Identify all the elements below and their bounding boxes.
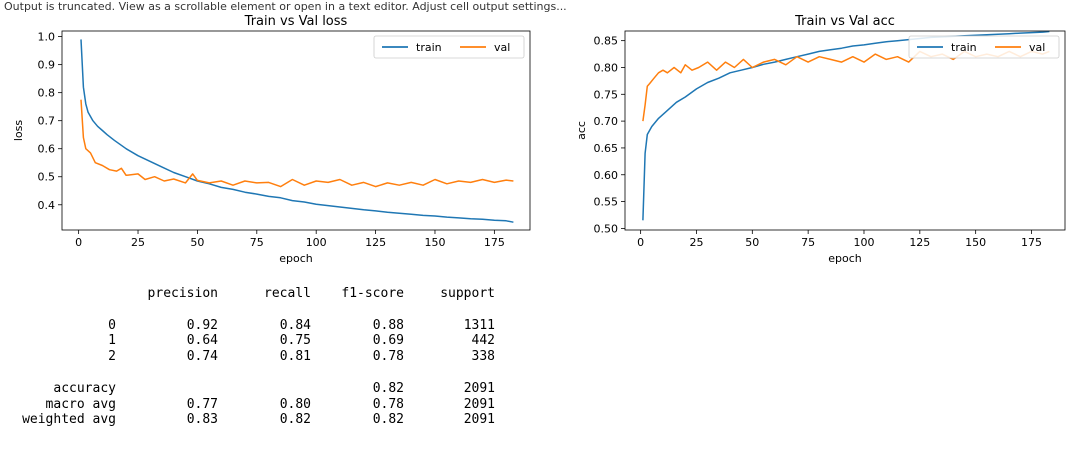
report-cell: 0.78 [372,396,404,412]
x-tick-label: 150 [424,236,445,249]
legend-label-train: train [416,41,442,54]
y-tick-label: 0.65 [594,142,619,155]
legend-label-val: val [1029,41,1045,54]
report-cell: 0.80 [279,396,311,412]
x-tick-label: 175 [484,236,505,249]
x-tick-label: 125 [909,236,930,249]
report-cell: 0.83 [186,412,218,428]
x-tick-label: 25 [689,236,703,249]
plot-frame [624,30,1066,231]
x-axis-label: epoch [279,252,313,265]
acc-chart: Train vs Val acc 0 25 50 75 100 125 150 175 0.50 0… [575,14,1066,265]
report-cell: 0.75 [279,333,311,349]
series-line-val [642,50,1050,122]
y-tick-label: 1.0 [38,31,56,44]
y-tick-label: 0.70 [594,115,619,128]
report-cell: 0.74 [186,349,218,365]
report-cell: 442 [471,333,495,349]
report-cell: recall [264,286,311,301]
legend-box [908,35,1060,59]
x-tick-label: 100 [853,236,874,249]
x-tick-label: 0 [637,236,644,249]
y-tick-label: 0.4 [38,199,56,212]
y-tick-label: 0.5 [38,171,56,184]
legend-box [373,35,525,59]
y-tick-label: 0.8 [38,87,56,100]
y-tick-label: 0.7 [38,115,56,128]
y-axis-label: acc [575,121,588,140]
report-cell: 2091 [463,396,495,412]
report-spacer [0,302,1085,318]
report-cell: 0.82 [279,412,311,428]
report-row: 2 0.74 0.81 0.78 338 [0,349,1085,365]
loss-chart: Train vs Val loss 0 25 50 75 100 125 150 175 0.4 0… [12,14,531,265]
report-cell: 0.82 [372,412,404,428]
report-cell: 2091 [463,380,495,396]
report-cell: 0.84 [279,317,311,333]
series-line-train [80,39,514,223]
x-axis-label: epoch [828,252,862,265]
report-cell: 1311 [463,317,495,333]
y-tick-label: 0.85 [594,35,619,48]
report-row-label: accuracy [53,380,116,396]
legend-label-val: val [494,41,510,54]
x-tick-label: 100 [306,236,327,249]
y-tick-label: 0.50 [594,222,619,235]
x-tick-label: 175 [1021,236,1042,249]
chart-title: Train vs Val acc [794,14,895,29]
report-cell: 0.78 [372,349,404,365]
report-cell: precision [147,286,218,301]
series-line-train [642,30,1050,221]
y-tick-label: 0.9 [38,59,56,72]
report-spacer [0,365,1085,381]
report-row: weighted avg 0.83 0.82 0.82 2091 [0,412,1085,428]
report-row-label: weighted avg [22,412,116,428]
x-tick-label: 125 [365,236,386,249]
report-row-label: 1 [108,333,116,349]
x-tick-label: 50 [190,236,204,249]
report-cell: 0.77 [186,396,218,412]
y-tick-label: 0.80 [594,61,619,74]
y-tick-label: 0.55 [594,196,619,209]
report-row: 1 0.64 0.75 0.69 442 [0,333,1085,349]
report-cell: support [440,286,495,301]
classification-report: precision recall f1-score support 0 0.92 0.84 0… [0,286,1085,428]
report-cell: 0.69 [372,333,404,349]
chart-title: Train vs Val loss [244,14,348,29]
report-cell: 0.92 [186,317,218,333]
x-tick-label: 50 [745,236,759,249]
plot-frame [61,30,531,231]
series-line-val [80,99,514,188]
report-row-label: 0 [108,317,116,333]
report-row-label: macro avg [45,396,116,412]
x-tick-label: 150 [965,236,986,249]
report-cell: 0.88 [372,317,404,333]
report-row-label: 2 [108,349,116,365]
report-cell: 0.64 [186,333,218,349]
y-tick-label: 0.75 [594,88,619,101]
output-caption: Output is truncated. View as a scrollabl… [4,0,567,13]
report-cell: 2091 [463,412,495,428]
report-cell: 0.81 [279,349,311,365]
x-tick-label: 25 [131,236,145,249]
legend-label-train: train [951,41,977,54]
x-tick-label: 75 [250,236,264,249]
x-tick-label: 0 [75,236,82,249]
y-tick-label: 0.6 [38,143,56,156]
y-axis-label: loss [12,120,25,142]
report-row: accuracy 0.82 2091 [0,381,1085,397]
report-cell: f1-score [341,286,404,301]
report-row: 0 0.92 0.84 0.88 1311 [0,318,1085,334]
report-row: macro avg 0.77 0.80 0.78 2091 [0,397,1085,413]
report-header-row: precision recall f1-score support [0,286,1085,302]
report-cell: 338 [471,349,495,365]
y-tick-label: 0.60 [594,169,619,182]
report-cell: 0.82 [372,380,404,396]
x-tick-label: 75 [801,236,815,249]
